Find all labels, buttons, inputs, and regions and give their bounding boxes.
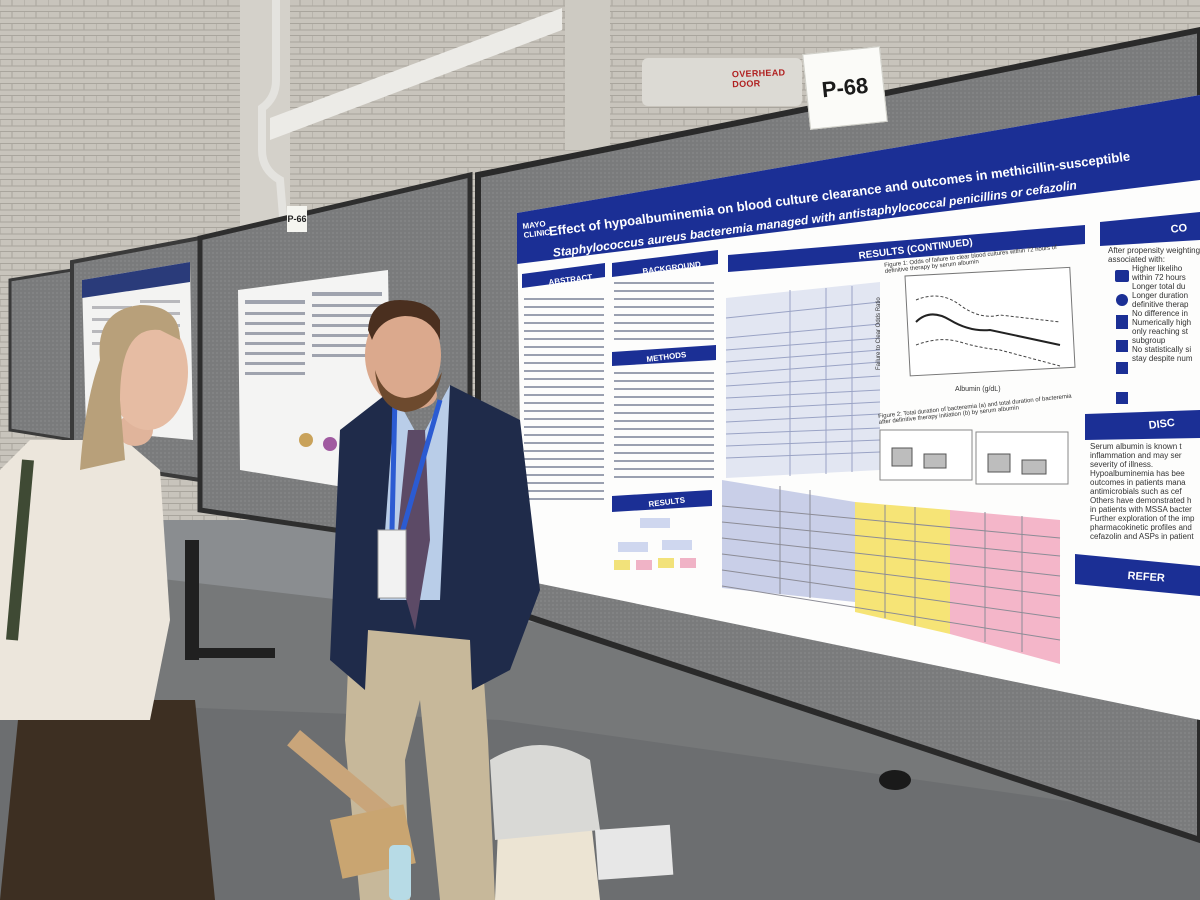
- flow-box: [614, 560, 630, 570]
- poster-body-text: [524, 282, 714, 500]
- wall-pillar-right: [565, 0, 610, 150]
- results-bar: [612, 490, 712, 512]
- table1-rows: [725, 286, 881, 476]
- man-badge: [377, 529, 407, 599]
- discussion-line: Further exploration of the imp: [1090, 514, 1195, 523]
- woman-hair: [80, 305, 180, 470]
- conclusion-line: definitive therap: [1132, 300, 1189, 309]
- blanket: [490, 745, 600, 840]
- figure2-box: [987, 453, 1011, 473]
- conclusion-line: No statistically si: [1132, 345, 1192, 354]
- flow-box: [618, 542, 648, 552]
- wall-pipe: [258, 0, 294, 301]
- flow-box: [640, 518, 670, 528]
- discussion-list: Serum albumin is known t inflammation an…: [1090, 442, 1200, 554]
- wall-duct: [270, 8, 562, 140]
- poster-tube: [287, 729, 400, 829]
- flow-box: [658, 558, 674, 568]
- table1: [726, 282, 880, 478]
- conclusion-line: No difference in: [1132, 309, 1188, 318]
- easel-foot: [185, 648, 275, 658]
- figure1-line: [915, 313, 1061, 346]
- figure2-box: [1021, 459, 1047, 475]
- table2-asp-cohort: [950, 510, 1060, 664]
- conclusion-line: subgroup: [1132, 336, 1166, 345]
- panel-far-left: [8, 268, 74, 442]
- discussion-line: antimicrobials such as cef: [1090, 487, 1182, 496]
- neighbor-number-sign: P-66: [287, 206, 307, 232]
- conclusion-line: associated with:: [1108, 255, 1165, 264]
- conclusion-line: Higher likeliho: [1132, 264, 1183, 273]
- discussion-line: Hypoalbuminemia has bee: [1090, 469, 1185, 478]
- flow-box: [636, 560, 652, 570]
- discussion-line: pharmacokinetic profiles and: [1090, 523, 1192, 532]
- references-heading: REFER: [1127, 570, 1166, 585]
- figure1-xlabel: Albumin (g/dL): [955, 386, 1001, 393]
- poster-3-pie: [323, 437, 337, 451]
- poster-3-pie: [299, 433, 313, 447]
- references-bar: [1075, 554, 1200, 596]
- figure1-plot: [904, 266, 1076, 377]
- discussion-bar: [1085, 410, 1200, 440]
- conclusion-line: stay despite num: [1132, 354, 1193, 363]
- overhead-door-sign: OVERHEAD DOOR: [731, 67, 786, 90]
- man-hair: [368, 300, 440, 340]
- conclusion-line: within 72 hours: [1132, 273, 1186, 282]
- abstract-bar: [522, 263, 605, 288]
- conclusion-line: Longer total du: [1132, 282, 1186, 291]
- easel-post: [185, 540, 199, 660]
- woman-skirt: [0, 700, 215, 900]
- table2-full-cohort: [722, 480, 855, 602]
- discussion-line: Others have demonstrated h: [1090, 496, 1192, 505]
- discussion-line: severity of illness.: [1090, 460, 1154, 469]
- table2-rows: [721, 486, 1061, 652]
- conclusions-bar: [1100, 212, 1200, 246]
- figure1-ci-lower: [915, 339, 1061, 367]
- discussion-line: in patients with MSSA bacter: [1090, 505, 1192, 514]
- conclusion-icons: [1115, 270, 1129, 404]
- woman: [0, 305, 215, 900]
- flow-box: [680, 558, 696, 568]
- figure1-ci-upper: [915, 295, 1061, 323]
- man-head: [365, 305, 441, 405]
- figure2-box: [923, 453, 947, 469]
- conclusion-line: After propensity weighting: [1108, 246, 1200, 255]
- flow-box: [662, 540, 692, 550]
- woman-backpack-strap: [6, 459, 34, 641]
- shoe: [879, 770, 911, 790]
- methods-bar: [612, 345, 716, 366]
- conclusion-line: only reaching st: [1132, 327, 1189, 336]
- discussion-line: inflammation and may ser: [1090, 451, 1182, 460]
- results-cont-bar: [728, 225, 1085, 272]
- man-beard: [375, 370, 442, 412]
- poster-2-header: [82, 262, 190, 298]
- conclusions-heading: CO: [1170, 221, 1188, 236]
- discussion-line: Serum albumin is known t: [1090, 442, 1182, 451]
- table2-cefazolin-cohort: [855, 502, 950, 634]
- water-bottle: [389, 845, 411, 900]
- poster-3-text: [245, 292, 382, 375]
- laptop: [595, 824, 674, 880]
- conclusion-line: Numerically high: [1132, 318, 1192, 327]
- woman-cardigan: [0, 440, 170, 720]
- discussion-line: cefazolin and ASPs in patient: [1090, 532, 1194, 541]
- poster-number-sign: P-68: [802, 46, 888, 130]
- discussion-line: outcomes in patients mana: [1090, 478, 1186, 487]
- poster-header: [517, 95, 1200, 264]
- background-bar: [612, 250, 718, 277]
- overhead-door: [642, 58, 802, 106]
- conclusion-line: Longer duration: [1132, 291, 1189, 300]
- conclusions-list: After propensity weighting associated wi…: [1108, 246, 1200, 406]
- figure1-ylabel: Failure to Clear Odds Ratio: [876, 297, 882, 370]
- figure2-box: [891, 447, 913, 467]
